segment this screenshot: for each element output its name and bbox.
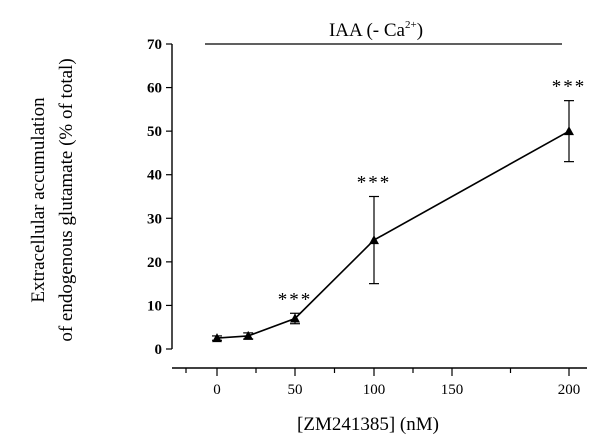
- y-tick-label: 0: [155, 342, 163, 358]
- plot-area: *** *** ***: [212, 77, 587, 343]
- significance-label: ***: [552, 77, 587, 98]
- y-tick-label: 20: [147, 255, 162, 271]
- significance-label: ***: [357, 173, 392, 194]
- condition-label: IAA (- Ca2+): [329, 19, 423, 41]
- y-tick-label: 50: [147, 124, 162, 140]
- x-axis-title: [ZM241385] (nM): [297, 414, 439, 435]
- y-ticks: 0 10 20 30 40 50 60 70: [147, 37, 172, 358]
- y-tick-label: 70: [147, 37, 162, 53]
- data-point: [369, 235, 379, 245]
- y-tick-label: 40: [147, 168, 162, 184]
- y-axis-title-line1: Extracellular accumulation: [28, 97, 49, 303]
- x-tick-label: 100: [363, 382, 386, 398]
- data-point: [212, 333, 222, 343]
- x-tick-label: 150: [441, 382, 464, 398]
- data-point: [290, 313, 300, 323]
- axes: [171, 44, 587, 369]
- x-ticks: 0 50 100 150 200: [185, 368, 581, 398]
- series-line: [216, 130, 570, 339]
- x-tick-label: 50: [288, 382, 303, 398]
- x-tick-label: 200: [558, 382, 581, 398]
- y-axis-title-line2: of endogenous glutamate (% of total): [56, 58, 77, 341]
- y-tick-label: 30: [147, 211, 162, 227]
- data-point: [243, 330, 254, 340]
- significance-label: ***: [278, 289, 313, 310]
- data-point: [564, 126, 574, 136]
- y-tick-label: 60: [147, 81, 162, 97]
- y-tick-label: 10: [147, 298, 162, 314]
- x-tick-label: 0: [213, 382, 221, 398]
